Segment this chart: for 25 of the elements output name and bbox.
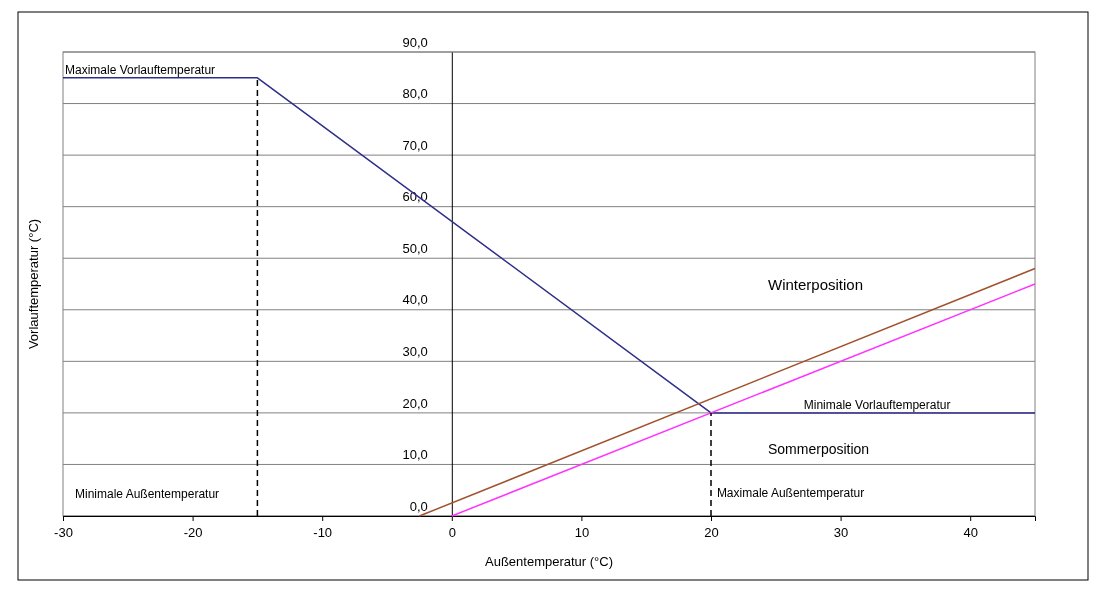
y-tick-label: 30,0 [402,343,428,359]
x-tick-label: 10 [574,525,590,540]
y-tick-label: 40,0 [402,292,428,308]
x-axis-title: Außentemperatur (°C) [484,554,614,569]
y-tick-label: 20,0 [402,395,428,411]
x-tick-label: -10 [313,525,333,540]
x-tick-label: -30 [54,525,73,540]
x-tick-label: 20 [704,525,719,540]
x-tick-label: -20 [183,525,203,540]
annotation: Sommerposition [768,441,870,457]
annotation: Winterposition [768,276,864,293]
y-tick-label: 90,0 [402,34,428,50]
x-tick-label: 40 [963,525,978,540]
y-tick-label: 50,0 [402,240,428,256]
annotation: Minimale Außentemperatur [75,487,220,501]
y-axis-title: Vorlauftemperatur (°C) [26,218,41,350]
annotation: Maximale Außentemperatur [716,485,865,500]
x-tick-label: 0 [448,525,456,540]
x-tick-label: 30 [833,525,849,540]
y-tick-label: 10,0 [402,447,428,463]
y-tick-label: 70,0 [402,137,428,153]
annotation: Maximale Vorlauftemperatur [65,62,216,77]
y-tick-label: 0,0 [409,498,428,514]
y-tick-label: 80,0 [402,86,428,102]
annotation: Minimale Vorlauftemperatur [803,397,951,412]
